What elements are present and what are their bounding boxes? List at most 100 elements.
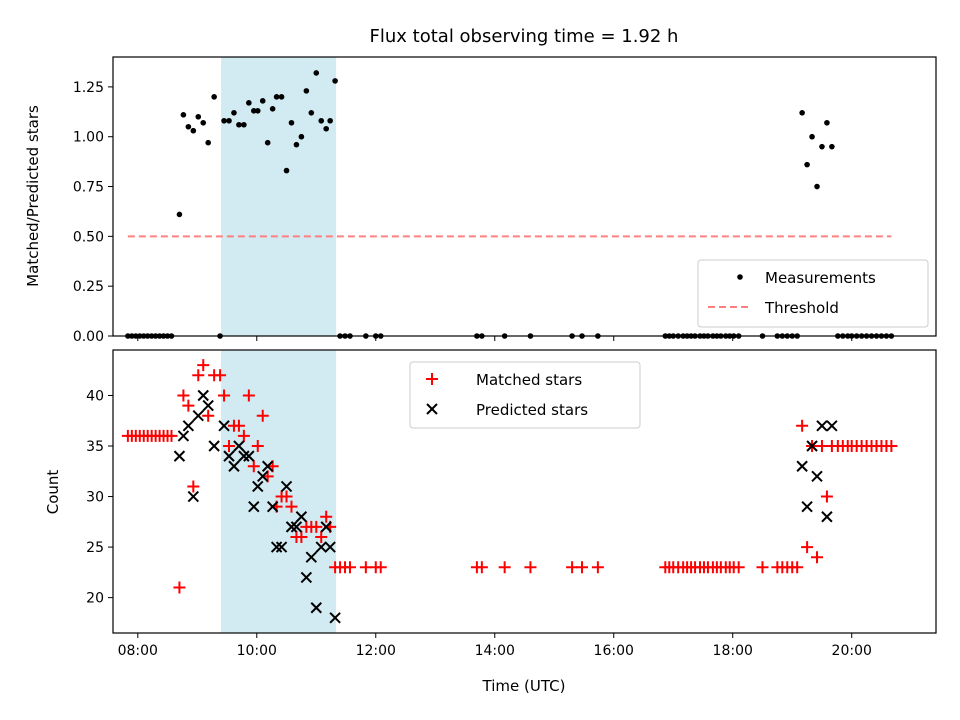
matched-star-point [320,510,333,523]
measurement-point [323,125,329,132]
predicted-star-point [315,541,327,553]
predicted-star-point [223,450,235,462]
bottom-plot-marks [121,359,898,624]
matched-star-point [811,551,824,564]
predicted-star-point [806,440,818,452]
matched-star-point [285,500,298,513]
y-tick-label: 0.00 [73,329,104,345]
predicted-star-point [811,470,823,483]
top-legend-box [697,259,929,328]
matched-star-point [295,530,308,543]
bottom-legend-box [409,361,641,429]
measurement-point [318,117,325,124]
predicted-star-point [218,420,230,432]
measurement-point [298,133,305,140]
y-tick-label: 0.50 [73,229,104,245]
top-axis-ticks: 0.00 0.25 0.50 0.75 1.00 1.25 [73,80,853,345]
bottom-y-axis-label: Count [44,470,62,515]
predicted-star-point [187,490,200,503]
x-tick-label: 12:00 [356,643,396,659]
predicted-star-point [173,450,186,462]
matched-star-point [310,520,323,533]
legend-measurements-marker [737,274,743,280]
measurement-point [264,139,271,146]
measurement-point [211,94,217,100]
predicted-star-point [324,541,336,553]
matched-star-point [343,561,356,574]
matched-star-point [475,561,488,574]
matched-star-point [791,561,804,574]
measurement-point [176,211,183,218]
matched-star-point [591,561,604,574]
matched-star-point [576,561,589,574]
predicted-star-point [310,602,322,614]
matched-star-point [280,490,293,503]
measurement-point [288,119,295,126]
predicted-star-point [192,409,204,422]
predicted-star-point [290,521,303,533]
matched-star-point [801,541,814,554]
legend-matched-marker [426,373,438,385]
measurement-point [273,94,280,100]
matched-star-point [242,389,255,402]
matched-star-point [223,440,236,453]
measurement-point [205,139,211,146]
matched-star-point [237,429,250,442]
matched-star-point [885,440,898,453]
matched-star-point [820,490,833,503]
x-tick-label: 20:00 [832,643,872,659]
matched-star-point [374,561,387,574]
bottom-axis-ticks: 08:00 10:00 12:00 14:00 16:00 18:00 20:00 20 25 3… [86,388,872,659]
bottom-axes-frame [112,349,937,634]
predicted-star-point [826,420,838,432]
measurement-point [332,78,338,84]
predicted-star-point [275,541,288,553]
top-legend: Measurements Threshold [697,259,929,328]
y-tick-label: 0.75 [73,180,104,196]
predicted-star-point [208,440,220,452]
measurement-point [236,121,242,128]
matched-star-point [524,561,537,574]
matched-star-point [192,369,205,382]
predicted-star-point [320,521,332,533]
predicted-star-point [233,440,245,452]
predicted-star-point [796,460,808,472]
measurement-point [283,167,290,174]
measurement-point [221,117,227,124]
matched-star-point [756,561,769,574]
chart-title: Flux total observing time = 1.92 h [370,26,679,47]
measurement-point [809,133,815,140]
matched-star-point [232,419,245,432]
predicted-star-point [182,420,195,432]
measurement-point [195,113,202,120]
matched-star-point [177,389,190,402]
bottom-legend: Matched stars Predicted stars [409,361,641,429]
predicted-star-point [261,460,274,472]
predicted-star-point [270,541,283,553]
legend-predicted-label: Predicted stars [476,401,588,419]
measurement-point [829,143,835,150]
matched-star-point [197,359,210,372]
legend-predicted-marker [426,403,438,415]
legend-threshold-label: Threshold [764,299,839,317]
measurement-point [293,141,300,148]
measurement-point [259,98,266,104]
measurement-point [190,127,197,134]
top-axes-frame [112,56,937,337]
measurement-point [246,100,252,106]
measurement-point [251,108,257,114]
measurement-point [241,121,247,128]
y-tick-label: 40 [86,388,104,404]
predicted-star-point [202,399,214,412]
measurement-point [819,143,825,150]
measurement-point [185,123,192,130]
matched-star-point [182,399,195,412]
x-tick-label: 14:00 [475,643,515,659]
predicted-star-point [300,571,313,584]
matched-star-point [247,460,260,473]
measurement-point [278,94,285,100]
y-tick-label: 1.25 [73,80,104,96]
x-tick-label: 08:00 [118,643,158,659]
legend-matched-label: Matched stars [476,371,582,389]
